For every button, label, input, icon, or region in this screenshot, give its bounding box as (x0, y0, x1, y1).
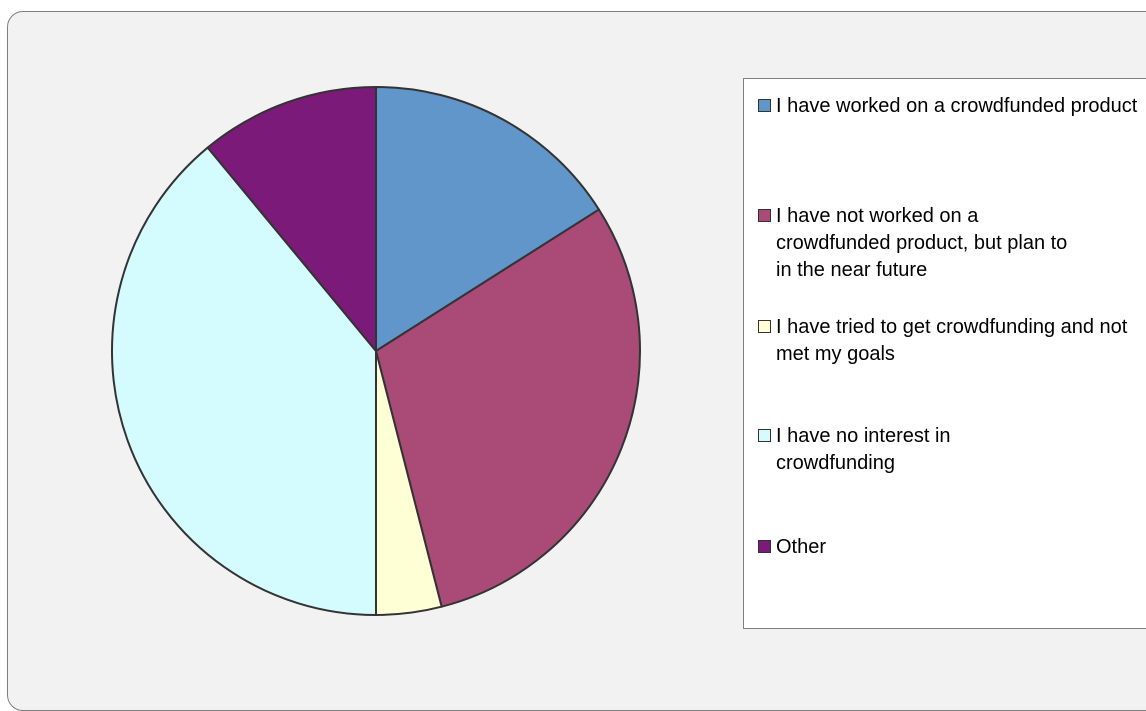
pie-chart (111, 86, 641, 616)
pie-slice (375, 86, 600, 352)
legend-swatch (758, 99, 771, 112)
legend-label: I have worked on a crowdfunded product (776, 95, 1138, 117)
legend-item: Other (758, 534, 1138, 561)
legend-item: I have not worked on a crowdfunded produ… (758, 203, 1138, 284)
legend-swatch (758, 429, 771, 442)
legend-label: I have tried to get crowdfunding and not… (776, 316, 1128, 365)
pie-slice (375, 208, 641, 608)
legend-swatch (758, 320, 771, 333)
legend: I have worked on a crowdfunded product I… (743, 78, 1146, 629)
pie-slice (111, 146, 377, 616)
legend-label: Other (776, 536, 827, 558)
legend-swatch (758, 540, 771, 553)
legend-item: I have tried to get crowdfunding and not… (758, 314, 1138, 368)
legend-swatch (758, 209, 771, 222)
legend-item: I have worked on a crowdfunded product (758, 93, 1138, 120)
legend-item: I have no interest in crowdfunding (758, 423, 1138, 477)
legend-label: I have no interest in crowdfunding (776, 425, 951, 474)
legend-label: I have not worked on a crowdfunded produ… (776, 205, 1068, 281)
pie-slice (206, 86, 377, 352)
